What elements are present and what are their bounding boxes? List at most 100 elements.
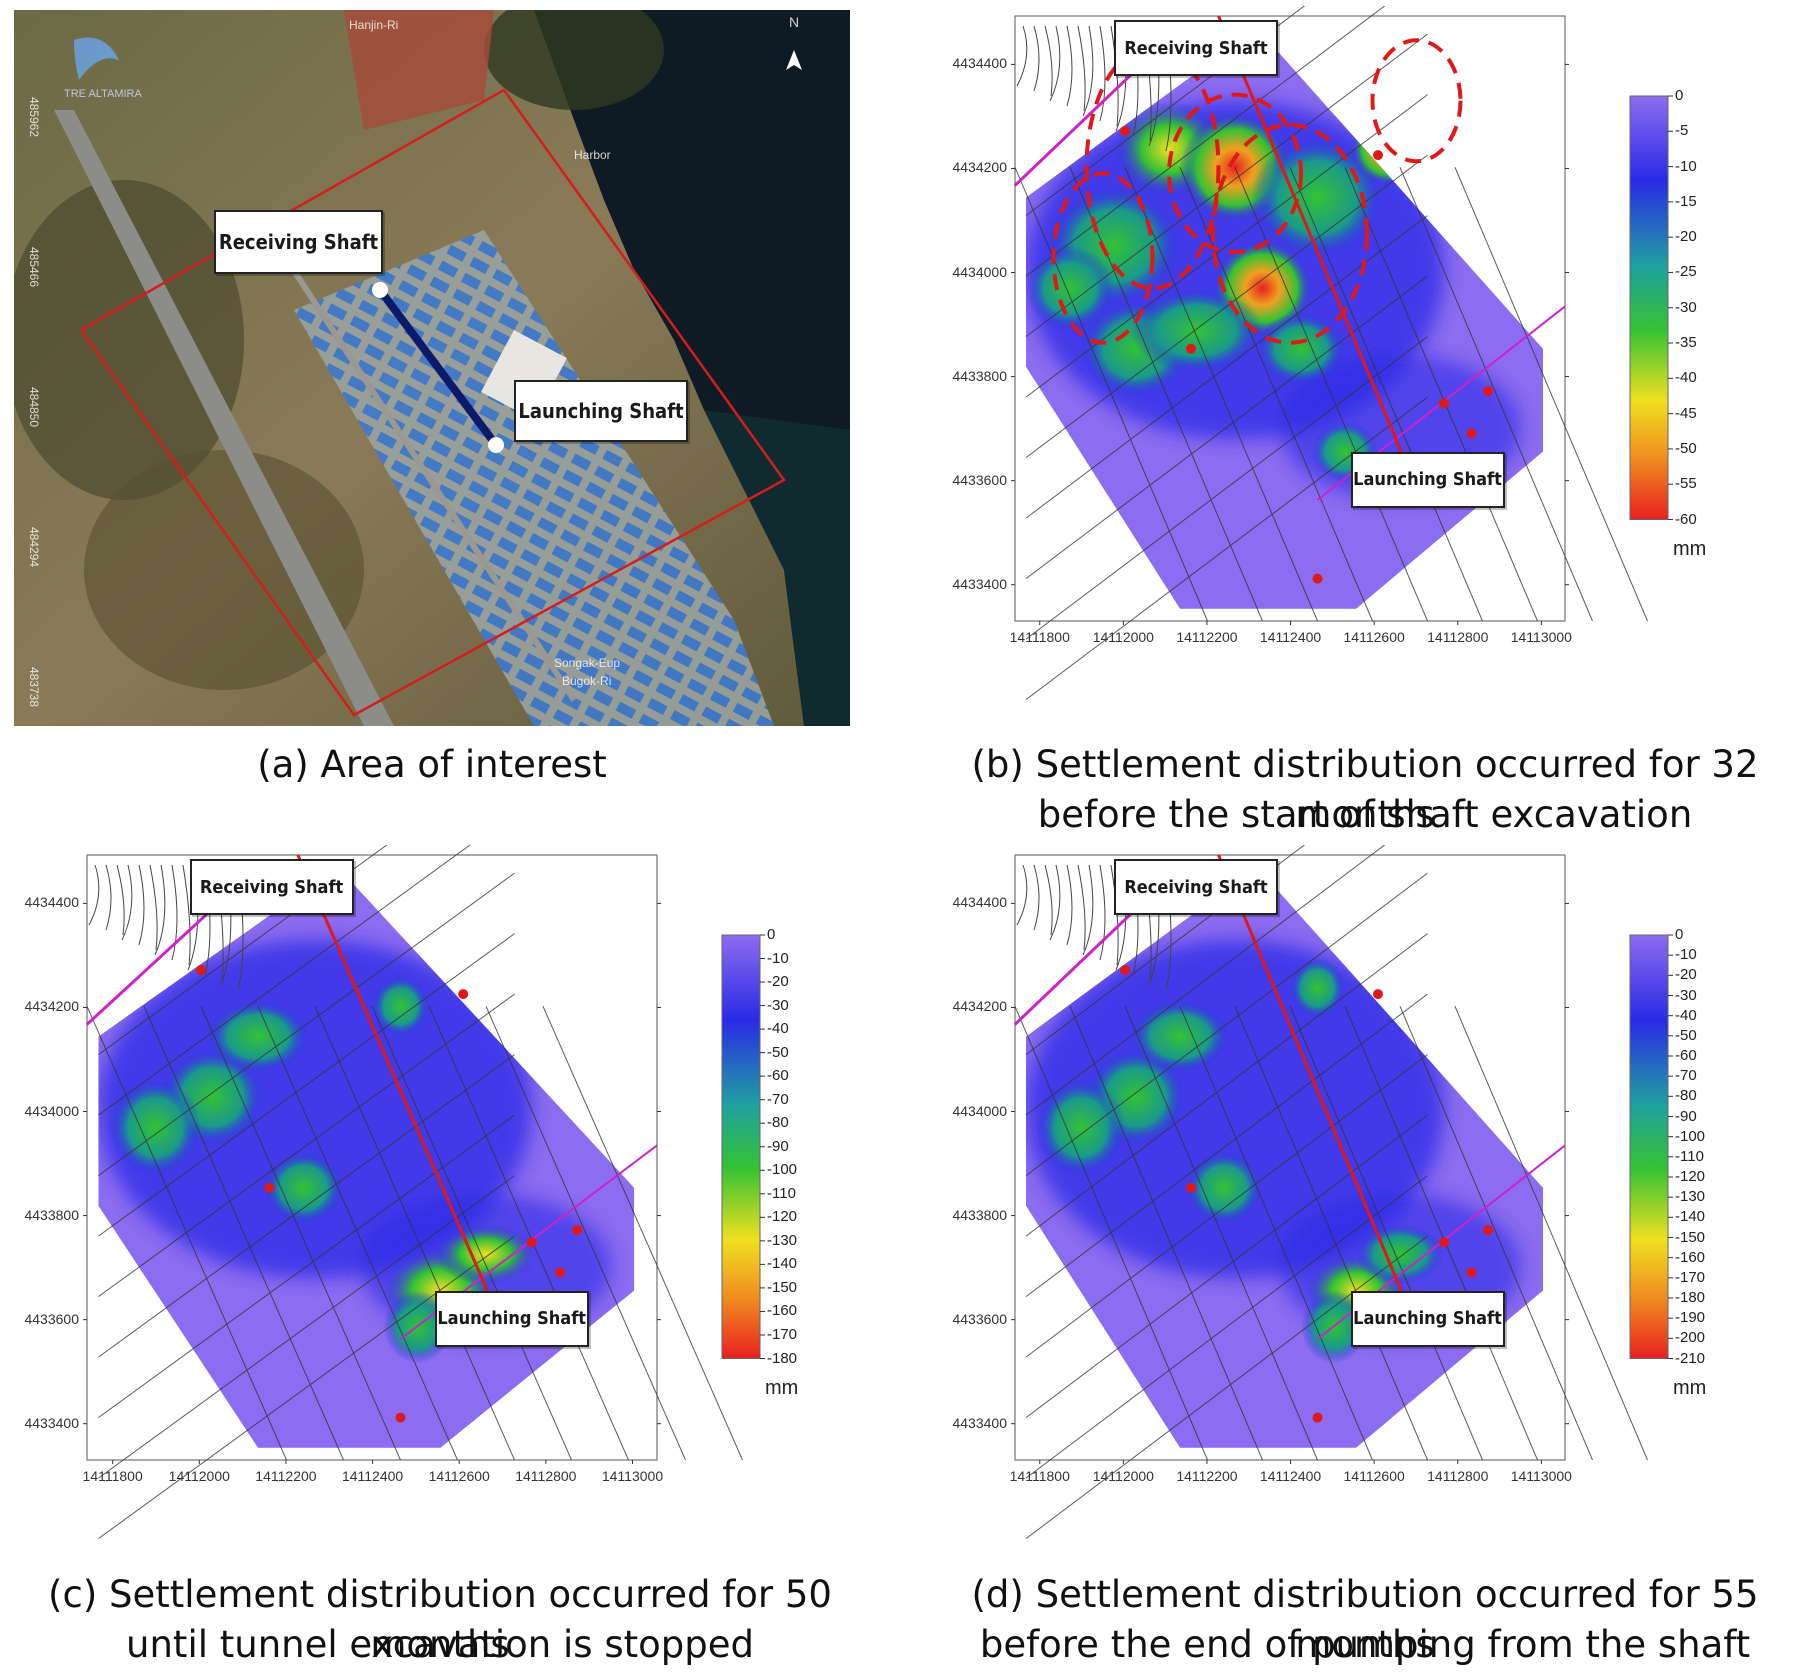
- colorbar-tick-label: -110: [1675, 1147, 1704, 1165]
- panel-d-settlement-map: 4434400 4434200 4434000 4433800 4433600 44334…: [940, 845, 1800, 1545]
- colorbar-tick-label: -170: [767, 1325, 798, 1343]
- map-label-songak: Songak-Eup: [554, 656, 621, 670]
- colorbar-tick-label: -30: [1675, 298, 1697, 316]
- colorbar-tick-label: -30: [767, 996, 789, 1014]
- x-tick-label: 14113000: [1510, 629, 1572, 645]
- colorbar-tick-label: -10: [767, 949, 789, 967]
- y-tick-label: 4433400: [24, 1414, 79, 1431]
- x-tick-label: 14111800: [1009, 629, 1070, 645]
- colorbar-tick-label: -50: [1675, 439, 1697, 457]
- colorbar-tick-label: -160: [1675, 1248, 1706, 1266]
- colorbar-tick-label: -180: [767, 1349, 798, 1367]
- x-tick-label: 14112200: [1176, 629, 1238, 645]
- colorbar-tick-label: -140: [767, 1255, 798, 1273]
- x-tick-label: 14111800: [82, 1468, 143, 1484]
- colorbar-tick-label: -150: [767, 1278, 798, 1296]
- x-tick-label: 14112600: [1343, 1468, 1405, 1484]
- map-label-bugok: Bugok-Ri: [562, 674, 612, 688]
- colorbar-tick-label: -20: [1675, 228, 1697, 246]
- colorbar-tick-label: -140: [1675, 1208, 1706, 1226]
- colorbar-tick-label: -120: [767, 1208, 798, 1226]
- colorbar-tick-label: -15: [1675, 192, 1697, 210]
- colorbar-tick-label: -40: [1675, 369, 1697, 387]
- y-tick-label: 4433800: [952, 1206, 1007, 1223]
- colorbar-tick-label: -5: [1675, 122, 1689, 140]
- colorbar-tick-label: -20: [767, 973, 789, 991]
- colorbar-tick-label: -170: [1675, 1268, 1706, 1286]
- y-tick-label: 4433400: [952, 1414, 1007, 1431]
- launching-shaft-callout: Launching Shaft: [1350, 451, 1505, 508]
- colorbar-tick-label: -150: [1675, 1228, 1706, 1246]
- map-label-hanjin: Hanjin-Ri: [349, 18, 399, 32]
- colorbar-tick-label: -50: [1675, 1026, 1697, 1044]
- x-tick-label: 14112200: [1176, 1468, 1238, 1484]
- colorbar-tick-label: -25: [1675, 263, 1697, 281]
- receiving-shaft-callout: Receiving Shaft: [1114, 20, 1278, 76]
- panel-c-settlement-map: 4434400 4434200 4434000 4433800 4433600 44334…: [12, 845, 892, 1545]
- caption-d-line1: (d) Settlement distribution occurred for…: [971, 1573, 1759, 1666]
- x-tick-label: 14112000: [168, 1468, 230, 1484]
- colorbar-tick-label: -10: [1675, 157, 1697, 175]
- x-tick-label: 14112400: [1259, 629, 1322, 645]
- caption-c-line1: (c) Settlement distribution occurred for…: [48, 1573, 832, 1666]
- caption-b-line1: (b) Settlement distribution occurred for…: [971, 743, 1759, 836]
- y-tick-label: 4433800: [24, 1206, 79, 1223]
- colorbar-tick-label: -20: [1675, 966, 1697, 984]
- panel-a-area-of-interest: N TRE ALTAMIRA Hanjin-Ri Songak-Eup Bugo…: [14, 10, 850, 726]
- colorbar-tick-label: -210: [1675, 1349, 1706, 1367]
- receiving-shaft-callout: Receiving Shaft: [189, 859, 354, 915]
- colorbar-tick-label: -70: [767, 1090, 789, 1108]
- y-tick-label: 4434400: [24, 894, 79, 911]
- side-tick: 483738: [27, 666, 42, 708]
- colorbar-tick-label: -80: [1675, 1087, 1697, 1105]
- colorbar-tick-label: -10: [1675, 946, 1697, 964]
- y-tick-label: 4433400: [952, 575, 1007, 592]
- launching-shaft-callout: Launching Shaft: [1350, 1290, 1505, 1347]
- y-tick-label: 4433600: [24, 1310, 79, 1327]
- y-tick-label: 4434200: [952, 159, 1007, 176]
- x-tick-label: 14112600: [1343, 629, 1405, 645]
- colorbar-tick-label: -130: [1675, 1188, 1706, 1206]
- x-tick-label: 14112800: [1427, 1468, 1489, 1484]
- colorbar-tick-label: -60: [767, 1067, 789, 1085]
- x-tick-label: 14112000: [1092, 1468, 1154, 1484]
- colorbar-tick-label: -100: [767, 1161, 798, 1179]
- colorbar-tick-label: -50: [767, 1043, 789, 1061]
- map-label-harbor: Harbor: [574, 148, 611, 162]
- colorbar-tick-label: 0: [1675, 87, 1684, 104]
- launching-shaft-callout: Launching Shaft: [434, 1290, 589, 1347]
- x-tick-label: 14112000: [1092, 629, 1154, 645]
- colorbar-tick-label: -130: [767, 1231, 798, 1249]
- north-label: N: [789, 14, 800, 30]
- caption-a: (a) Area of interest: [257, 743, 607, 786]
- settlement-map-svg: [1011, 845, 1673, 1540]
- panel-b-settlement-map: 4434400 4434200 4434000 4433800 4433600 44334…: [940, 6, 1800, 706]
- y-tick-label: 4434000: [952, 1102, 1007, 1119]
- colorbar-tick-label: -180: [1675, 1289, 1706, 1306]
- colorbar-tick-label: -100: [1675, 1127, 1706, 1145]
- logo-text: TRE ALTAMIRA: [64, 88, 142, 100]
- colorbar-tick-label: -40: [1675, 1006, 1697, 1024]
- colorbar-tick-label: -160: [767, 1302, 798, 1320]
- x-tick-label: 14112800: [1427, 629, 1489, 645]
- y-tick-label: 4434000: [24, 1102, 79, 1119]
- colorbar-tick-label: -120: [1675, 1168, 1706, 1185]
- receiving-shaft-callout: Receiving Shaft: [214, 210, 383, 274]
- y-tick-label: 4433800: [952, 367, 1007, 384]
- colorbar-tick-label: 0: [767, 926, 776, 943]
- x-tick-label: 14112200: [255, 1468, 317, 1484]
- settlement-map-svg: [83, 845, 765, 1540]
- colorbar-unit-label: mm: [765, 1376, 799, 1399]
- y-tick-label: 4434400: [952, 894, 1007, 911]
- settlement-map-svg: [1011, 6, 1673, 701]
- colorbar-tick-label: -80: [767, 1114, 789, 1132]
- colorbar-tick-label: -30: [1675, 986, 1697, 1004]
- colorbar-tick-label: -110: [767, 1184, 796, 1202]
- colorbar-tick-label: -45: [1675, 404, 1697, 422]
- caption-d-line2: before the end of pumping from the shaft: [979, 1623, 1751, 1666]
- x-tick-label: 14112400: [341, 1468, 404, 1484]
- x-tick-label: 14111800: [1009, 1468, 1070, 1484]
- x-tick-label: 14112600: [428, 1468, 490, 1484]
- colorbar-tick-label: -190: [1675, 1309, 1706, 1327]
- colorbar-tick-label: -60: [1675, 510, 1697, 528]
